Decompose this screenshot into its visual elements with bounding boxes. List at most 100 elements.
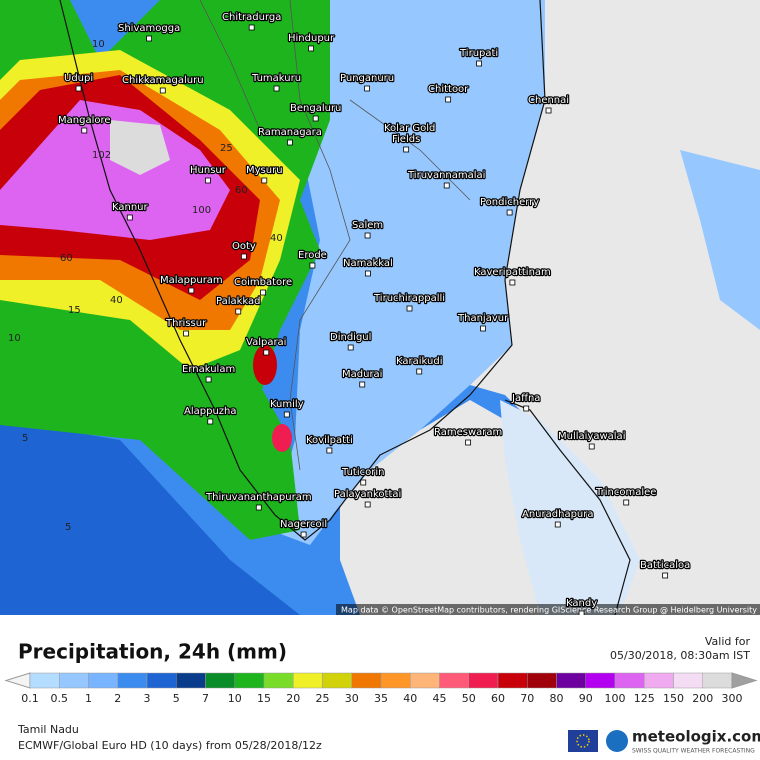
scale-label: 20 [286, 692, 300, 705]
eu-stars [576, 734, 590, 748]
place-label: Valparai [246, 337, 286, 348]
place-label: Mysuru [246, 165, 283, 176]
scale-label: 10 [228, 692, 242, 705]
place-label: Alappuzha [184, 406, 237, 417]
place-label: Kaveripattinam [474, 267, 551, 278]
place-marker [248, 24, 255, 31]
region: Tamil Nadu [17, 723, 79, 736]
scale-label: 50 [462, 692, 476, 705]
place-label: Erode [298, 250, 327, 261]
place-marker [554, 521, 561, 528]
contour-label: 102 [92, 150, 111, 161]
attribution-bg [336, 604, 760, 615]
place-label: Fields [392, 134, 420, 145]
border [199, 0, 471, 471]
scale-label: 3 [144, 692, 151, 705]
place-marker [309, 262, 316, 269]
contour-label: 10 [92, 39, 105, 50]
scale-label: 35 [374, 692, 388, 705]
contour-label: 5 [65, 522, 71, 533]
contour-label: 10 [8, 333, 21, 344]
place-label: Coimbatore [234, 277, 292, 288]
scale-box [29, 672, 60, 689]
place-marker [403, 146, 410, 153]
scale-label: 70 [520, 692, 534, 705]
place-label: Chittoor [428, 84, 469, 95]
rain-red-spot [253, 345, 277, 385]
logo-mark [606, 730, 628, 752]
scale-label: 40 [403, 692, 417, 705]
place-label: Palakkad [216, 296, 261, 307]
coastline [59, 0, 546, 541]
place-label: Jaffna [511, 393, 540, 404]
scale-label: 25 [316, 692, 330, 705]
place-label: Udupi [64, 73, 93, 84]
place-marker [359, 381, 366, 388]
scale-label: 45 [433, 692, 447, 705]
rain-grey [110, 120, 170, 175]
scale-box [293, 672, 323, 689]
place-marker [287, 139, 293, 146]
scale-label: 5 [173, 692, 180, 705]
place-label: Ramanagara [258, 127, 322, 138]
scale-label: 150 [663, 692, 684, 705]
place-marker [312, 115, 319, 122]
place-marker [509, 279, 516, 286]
place-label: Ernakulam [182, 364, 235, 375]
place-marker [81, 127, 88, 134]
sea-south-west [0, 420, 300, 615]
contour-label: 15 [68, 305, 81, 316]
place-label: Namakkal [343, 258, 393, 269]
place-marker [126, 214, 133, 221]
scale-box [527, 672, 557, 689]
place-marker [75, 85, 82, 92]
scale-label: 30 [345, 692, 359, 705]
place-label: Madurai [342, 369, 382, 380]
sea-rain [680, 150, 760, 330]
place-marker [241, 253, 247, 260]
scale-arrow-high [731, 672, 758, 689]
valid-label: Valid for [705, 635, 751, 648]
scale-box [117, 672, 148, 689]
map: Map data © OpenStreetMap contributors, r… [0, 0, 760, 617]
scale-label: 0.5 [51, 692, 69, 705]
scale-box [263, 672, 294, 689]
place-marker [523, 405, 530, 412]
place-marker [623, 499, 630, 506]
sea-south [340, 400, 540, 615]
scale-box [146, 672, 177, 689]
place-marker [188, 287, 195, 294]
place-marker [364, 232, 371, 239]
scale-label: 90 [579, 692, 593, 705]
place-label: Rameswaram [434, 427, 502, 438]
scale-box [585, 672, 616, 689]
place-label: Chennai [528, 95, 569, 106]
place-label: Chitradurga [222, 12, 281, 23]
place-marker [273, 85, 280, 92]
place-label: Tiruchirappalli [373, 293, 445, 304]
place-marker [205, 177, 211, 184]
place-marker [364, 85, 370, 92]
place-marker [159, 87, 166, 94]
scale-box [380, 672, 411, 689]
scale-label: 200 [692, 692, 713, 705]
place-label: Kolar Gold [384, 123, 435, 134]
place-label: Anuradhapura [522, 509, 594, 520]
place-label: Ooty [232, 241, 256, 252]
rain-magenta [0, 100, 230, 240]
model-info: ECMWF/Global Euro HD (10 days) from 05/2… [18, 739, 322, 752]
tagline: SWISS QUALITY WEATHER FORECASTING [632, 748, 755, 755]
sri-lanka [500, 400, 640, 615]
scale-box [88, 672, 118, 689]
rain-red-spot [272, 424, 292, 452]
contour-label: 40 [270, 233, 283, 244]
place-marker [207, 418, 214, 425]
place-marker [283, 411, 290, 418]
place-marker [364, 501, 371, 508]
place-label: Karaikudi [396, 356, 442, 367]
scale-box [205, 672, 235, 689]
place-label: Chikkamagaluru [122, 75, 204, 86]
scale-box [410, 672, 440, 689]
place-label: Kannur [112, 202, 149, 213]
